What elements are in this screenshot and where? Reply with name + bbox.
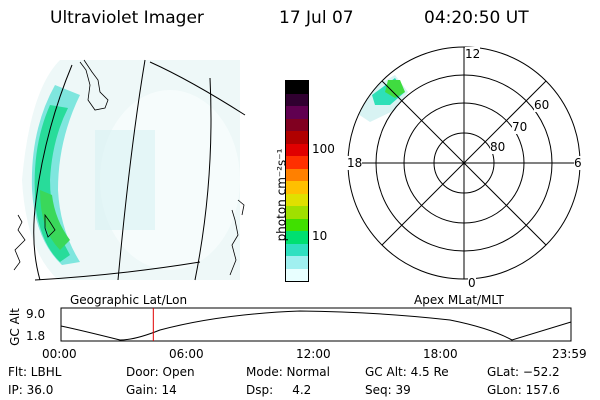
instrument-title: Ultraviolet Imager xyxy=(50,8,204,28)
strip-xtick-4: 23:59 xyxy=(552,347,587,361)
coastline xyxy=(13,59,245,276)
date-label: 17 Jul 07 xyxy=(279,8,354,28)
uv-emission-disk xyxy=(22,60,240,280)
mlt-label-0: 0 xyxy=(468,276,476,290)
colorbar xyxy=(285,80,309,282)
time-label: 04:20:50 UT xyxy=(424,8,529,28)
colorbar-segment xyxy=(286,206,308,219)
strip-xtick-2: 12:00 xyxy=(296,347,331,361)
info-seq: Seq: 39 xyxy=(365,383,411,397)
colorbar-segment xyxy=(286,118,308,131)
info-ip: IP: 36.0 xyxy=(8,383,54,397)
colorbar-segment xyxy=(286,218,308,231)
colorbar-segment xyxy=(286,243,308,256)
colorbar-segment xyxy=(286,181,308,194)
colorbar-segment xyxy=(286,143,308,156)
strip-left-title: Geographic Lat/Lon xyxy=(70,293,188,307)
colorbar-segment xyxy=(286,168,308,181)
strip-right-title: Apex MLat/MLT xyxy=(414,293,504,307)
info-flt: Flt: LBHL xyxy=(8,365,62,379)
info-door: Door: Open xyxy=(126,365,195,379)
strip-frame xyxy=(60,307,572,342)
strip-ytick-low: 1.8 xyxy=(26,329,46,343)
colorbar-segment xyxy=(286,231,308,244)
colorbar-segment xyxy=(286,93,308,106)
mlt-label-18: 18 xyxy=(347,156,363,170)
strip-xtick-1: 06:00 xyxy=(169,347,204,361)
info-glon: GLon: 157.6 xyxy=(487,383,560,397)
strip-xtick-3: 18:00 xyxy=(423,347,458,361)
colorbar-segment xyxy=(286,156,308,169)
colorbar-tick-10: 10 xyxy=(312,229,328,243)
strip-xtick-0: 00:00 xyxy=(42,347,77,361)
colorbar-segment xyxy=(286,106,308,119)
strip-ytick-high: 9.0 xyxy=(26,307,46,321)
info-glat: GLat: −52.2 xyxy=(487,365,560,379)
info-gc-alt: GC Alt: 4.5 Re xyxy=(365,365,449,379)
colorbar-tick-100: 100 xyxy=(312,142,335,156)
colorbar-segment xyxy=(286,268,308,281)
map-grid xyxy=(33,59,246,281)
lat-label-60: 60 xyxy=(534,98,550,112)
mlt-label-6: 6 xyxy=(574,156,582,170)
altitude-curve xyxy=(60,310,572,341)
mlt-label-12: 12 xyxy=(465,47,481,61)
colorbar-segment xyxy=(286,193,308,206)
lat-label-70: 70 xyxy=(512,120,528,134)
colorbar-segment xyxy=(286,256,308,269)
info-dsp: Dsp: 4.2 xyxy=(246,383,312,397)
info-gain: Gain: 14 xyxy=(126,383,177,397)
lat-label-80: 80 xyxy=(490,140,506,154)
colorbar-segment xyxy=(286,81,308,94)
colorbar-segment xyxy=(286,131,308,144)
info-mode: Mode: Normal xyxy=(246,365,330,379)
